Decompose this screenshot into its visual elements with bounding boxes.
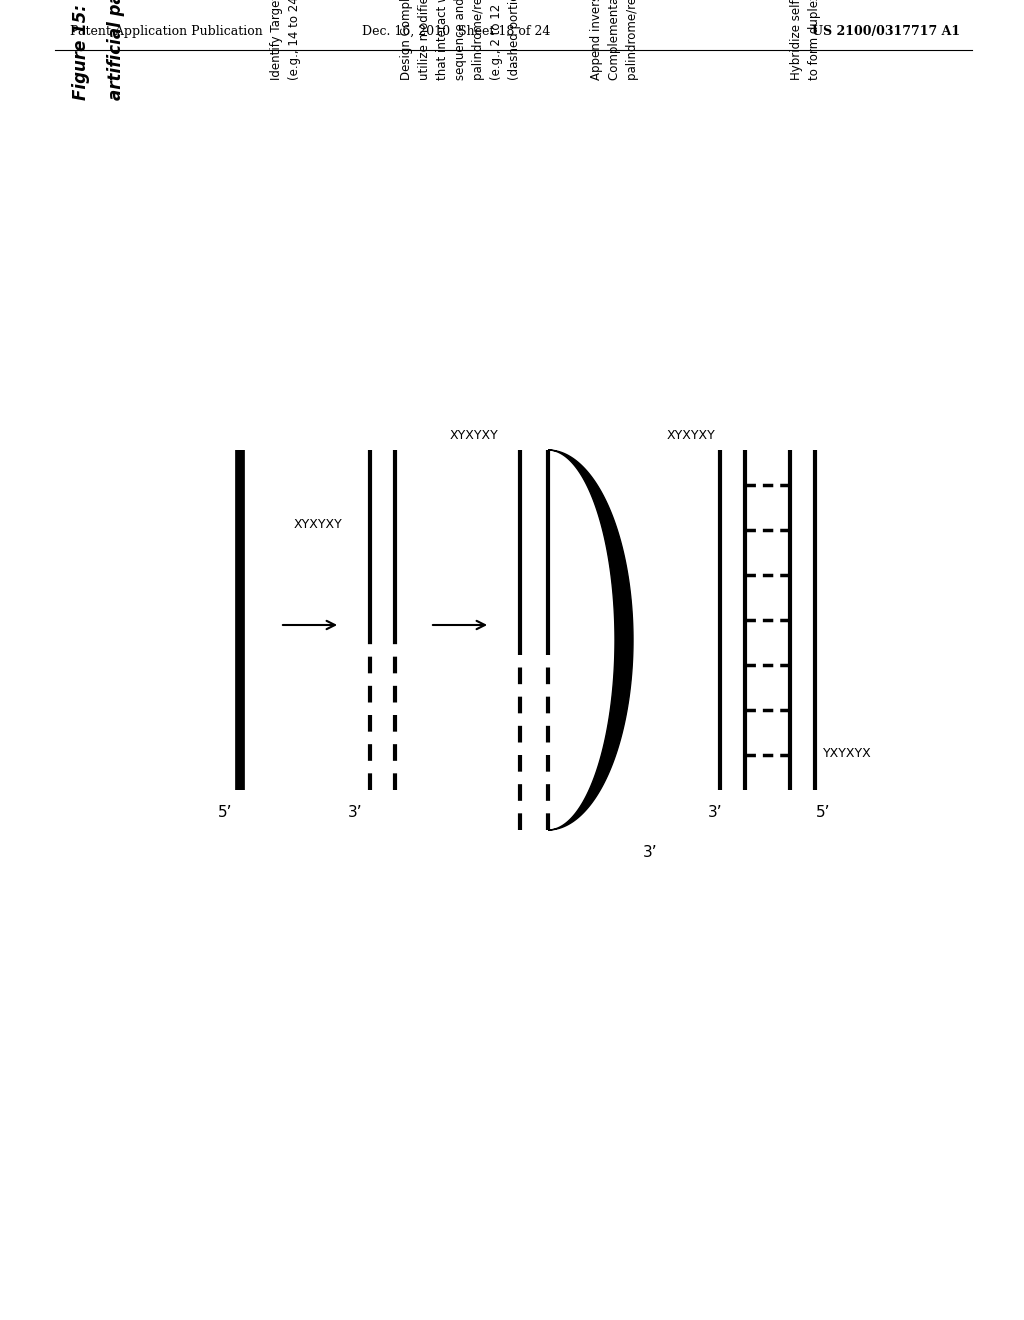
Text: 3’: 3’ [708, 805, 722, 820]
Text: YXYXYX: YXYXYX [823, 747, 871, 760]
Text: Figure 15: Duplex forming oligonucleotide constructs that utilize: Figure 15: Duplex forming oligonucleotid… [72, 0, 90, 100]
Polygon shape [548, 450, 633, 830]
Text: XYXYXY: XYXYXY [293, 519, 342, 532]
Text: 5’: 5’ [816, 805, 830, 820]
Text: Dec. 16, 2010  Sheet 18 of 24: Dec. 16, 2010 Sheet 18 of 24 [362, 25, 550, 38]
Text: Identify Target Nucleic Acid sequence
(e.g., 14 to 24 nucleotides in length): Identify Target Nucleic Acid sequence (e… [270, 0, 301, 81]
Text: 3’: 3’ [643, 845, 657, 861]
Text: Hybridize self complementary strands
to form duplex siNA construct: Hybridize self complementary strands to … [790, 0, 821, 81]
Text: XYXYXY: XYXYXY [450, 429, 498, 442]
Text: Append inverse sequence of
Complementary region to 3’-end of
palindrome/repeat s: Append inverse sequence of Complementary… [590, 0, 639, 81]
Text: US 2100/0317717 A1: US 2100/0317717 A1 [812, 25, 961, 38]
Text: XYXYXY: XYXYXY [667, 429, 715, 442]
Text: 5’: 5’ [218, 805, 232, 820]
Text: Patent Application Publication: Patent Application Publication [70, 25, 263, 38]
Text: artificial palindrome or repeat sequences: artificial palindrome or repeat sequence… [106, 0, 125, 100]
Text: Design Complementary Sequence and
utilize modified nucleotides (shown as X, Y)
t: Design Complementary Sequence and utiliz… [400, 0, 521, 81]
Text: 3’: 3’ [348, 805, 362, 820]
